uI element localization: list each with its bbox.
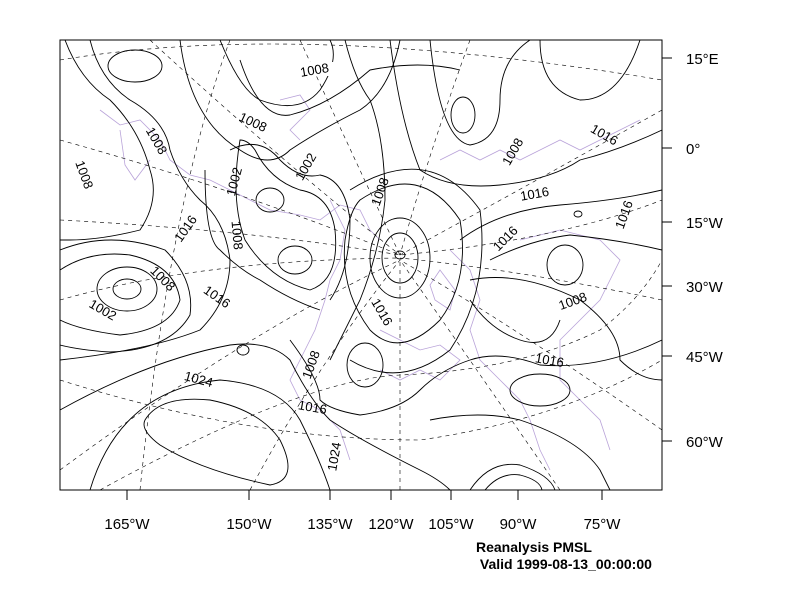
contour-label: 1016	[490, 223, 521, 254]
contour-label: 1008	[299, 60, 330, 80]
contour-label: 1016	[201, 282, 233, 311]
contour-label: 1002	[223, 166, 245, 198]
contour-label: 1008	[229, 220, 246, 250]
contour-label: 1008	[499, 135, 526, 168]
longitude-axis	[126, 490, 603, 500]
plot-title-block: Reanalysis PMSL Valid 1999-08-13_00:00:0…	[476, 539, 652, 573]
latitude-axis	[662, 57, 672, 442]
contour-label: 1016	[534, 350, 565, 370]
y-tick-label: 15°E	[686, 51, 719, 68]
contour-label: 1008	[72, 159, 96, 191]
contour-label: 1008	[368, 175, 392, 207]
y-tick-label: 60°W	[686, 434, 724, 451]
contour-label: 1008	[557, 289, 589, 313]
y-tick-label: 0°	[686, 141, 700, 158]
contour-label: 1002	[292, 150, 319, 183]
contour-label: 1024	[324, 441, 344, 472]
x-tick-label: 120°W	[368, 516, 414, 533]
y-tick-label: 15°W	[686, 215, 724, 232]
contour-label: 1016	[171, 212, 200, 244]
lat-lon-grid	[60, 40, 662, 490]
contour-label: 1016	[297, 397, 328, 417]
x-tick-label: 135°W	[307, 516, 353, 533]
contour-label: 1016	[368, 296, 395, 329]
contour-label: 1008	[147, 263, 178, 294]
x-tick-label: 150°W	[226, 516, 272, 533]
valid-time: Valid 1999-08-13_00:00:00	[476, 556, 652, 572]
contour-label: 1008	[299, 348, 323, 380]
pressure-contours	[60, 40, 662, 490]
contour-label: 1024	[183, 368, 215, 390]
x-tick-label: 90°W	[500, 516, 538, 533]
contour-label: 1016	[519, 184, 550, 204]
y-tick-label: 30°W	[686, 279, 724, 296]
contour-label: 1008	[237, 109, 270, 135]
x-tick-label: 75°W	[584, 516, 622, 533]
contour-label: 1002	[87, 296, 120, 323]
plot-title: Reanalysis PMSL	[476, 539, 592, 555]
contour-label: 1016	[612, 198, 636, 230]
contour-label: 1016	[588, 121, 621, 148]
x-tick-label: 105°W	[428, 516, 474, 533]
plot-frame	[59, 39, 663, 491]
y-tick-label: 45°W	[686, 349, 724, 366]
x-tick-label: 165°W	[104, 516, 150, 533]
contour-labels: 1008 1008 1008 1008 1002 1002 1016 1008 …	[72, 60, 636, 472]
